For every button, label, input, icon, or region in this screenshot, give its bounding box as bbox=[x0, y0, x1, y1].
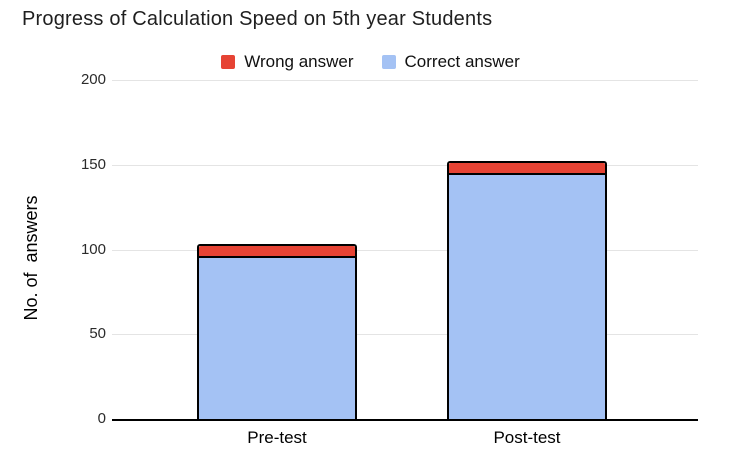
gridline-200 bbox=[112, 80, 698, 81]
bar-segment-wrong-pre-test bbox=[199, 246, 355, 258]
legend-label-correct-answer: Correct answer bbox=[404, 52, 520, 71]
y-tick-label-0: 0 bbox=[97, 410, 106, 427]
bar-pre-test bbox=[197, 244, 357, 419]
bar-post-test bbox=[447, 161, 607, 419]
legend-item-wrong-answer: Wrong answer bbox=[221, 52, 354, 72]
plot-area bbox=[112, 80, 698, 421]
gridline-100 bbox=[112, 250, 698, 251]
x-tick-label-post-test: Post-test bbox=[493, 428, 561, 447]
y-tick-label-100: 100 bbox=[80, 241, 106, 258]
y-tick-label-150: 150 bbox=[80, 156, 106, 173]
gridline-150 bbox=[112, 165, 698, 166]
legend-swatch-wrong-icon bbox=[221, 55, 236, 69]
bar-segment-correct-pre-test bbox=[199, 258, 355, 419]
x-tick-label-pre-test: Pre-test bbox=[247, 428, 307, 447]
legend-label-wrong-answer: Wrong answer bbox=[244, 52, 354, 71]
bar-segment-correct-post-test bbox=[449, 175, 605, 419]
gridline-50 bbox=[112, 334, 698, 335]
legend-item-correct-answer: Correct answer bbox=[381, 52, 520, 72]
bar-segment-wrong-post-test bbox=[449, 163, 605, 175]
legend: Wrong answer Correct answer bbox=[0, 52, 741, 72]
y-tick-label-50: 50 bbox=[89, 325, 106, 342]
legend-swatch-correct-icon bbox=[381, 55, 396, 69]
chart-title: Progress of Calculation Speed on 5th yea… bbox=[22, 8, 493, 30]
y-tick-label-200: 200 bbox=[80, 71, 106, 88]
